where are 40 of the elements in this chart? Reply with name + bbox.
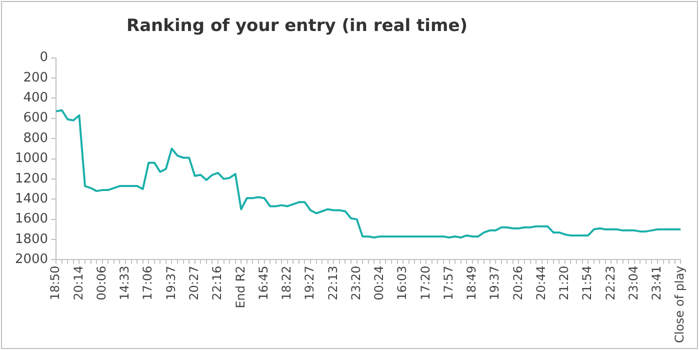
x-tick-label: 22:23	[603, 266, 618, 300]
x-tick-label: 20:27	[186, 266, 201, 300]
x-tick-label: 19:27	[302, 266, 317, 300]
x-tick-label: 20:14	[71, 266, 86, 300]
x-tick-label: 16:03	[395, 266, 410, 300]
y-tick-label: 1800	[14, 232, 48, 247]
x-tick-label: 17:57	[441, 266, 456, 300]
y-tick-label: 1000	[14, 151, 48, 166]
y-tick-label: 0	[40, 50, 48, 66]
x-tick-label: 21:54	[580, 266, 594, 300]
y-tick-label: 800	[23, 130, 48, 146]
x-tick-label: 17:20	[418, 266, 432, 300]
x-tick-label: Close of play	[672, 266, 687, 344]
y-tick-label: 1600	[14, 212, 48, 227]
x-tick-label: 23:04	[626, 266, 640, 300]
x-tick-label: 19:37	[164, 266, 178, 300]
x-tick-label: 22:16	[210, 266, 224, 300]
x-tick-label: 00:06	[94, 266, 108, 300]
x-tick-label: 20:26	[510, 266, 525, 300]
y-tick-label: 1400	[14, 192, 48, 207]
x-tick-label: End R2	[233, 266, 248, 308]
x-tick-label: 18:22	[280, 266, 294, 300]
x-tick-label: 14:33	[118, 266, 132, 300]
y-tick-label: 1200	[14, 171, 48, 186]
x-tick-label: 18:50	[48, 266, 62, 300]
x-tick-label: 22:13	[326, 266, 340, 300]
y-tick-label: 200	[23, 70, 48, 86]
y-tick-label: 600	[23, 110, 48, 126]
x-tick-label: 16:45	[256, 266, 270, 300]
x-tick-label: 19:37	[488, 266, 502, 300]
y-tick-label: 2000	[14, 252, 48, 268]
x-tick-label: 23:20	[348, 266, 363, 300]
x-tick-label: 18:49	[464, 266, 479, 300]
x-tick-label: 21:20	[557, 266, 572, 300]
x-tick-label: 23:41	[650, 266, 664, 300]
x-tick-label: 20:44	[534, 266, 548, 300]
x-tick-label: 00:24	[372, 266, 386, 300]
x-tick-label: 17:06	[140, 266, 155, 300]
chart-title: Ranking of your entry (in real time)	[125, 16, 468, 36]
y-tick-label: 400	[23, 90, 48, 106]
